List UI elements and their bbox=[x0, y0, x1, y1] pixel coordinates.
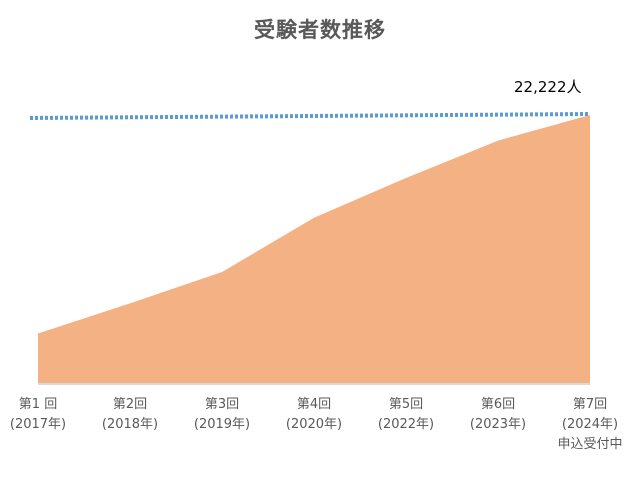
chart-title: 受験者数推移 bbox=[254, 18, 386, 42]
x-tick-label-line1: 第7回 bbox=[572, 397, 608, 412]
x-tick-label: 第2回 (2018年) bbox=[85, 395, 175, 435]
x-tick-label: 第5回 (2022年) bbox=[361, 395, 451, 435]
x-tick-label: 第1 回 (2017年) bbox=[0, 395, 83, 435]
x-tick-label-line1: 第5回 bbox=[388, 397, 424, 412]
x-tick-label: 第6回 (2023年) bbox=[453, 395, 543, 435]
x-tick-label-line2: (2018年) bbox=[101, 417, 159, 432]
x-tick-label: 第7回 (2024年) 申込受付中 bbox=[545, 395, 635, 455]
area-series bbox=[38, 115, 590, 383]
x-tick-label-line2: (2023年) bbox=[469, 417, 527, 432]
x-tick-label-line1: 第4回 bbox=[296, 397, 332, 412]
x-tick-label-line3: 申込受付中 bbox=[557, 437, 623, 452]
data-label-latest: 22,222人 bbox=[514, 78, 582, 96]
x-tick-label-line2: (2022年) bbox=[377, 417, 435, 432]
x-tick-label-line1: 第2回 bbox=[112, 397, 148, 412]
x-tick-label-line1: 第1 回 bbox=[18, 397, 58, 412]
x-tick-label-line2: (2024年) bbox=[561, 417, 619, 432]
x-tick-label-line2: (2020年) bbox=[285, 417, 343, 432]
x-tick-label-line2: (2017年) bbox=[9, 417, 67, 432]
x-tick-label: 第3回 (2019年) bbox=[177, 395, 267, 435]
x-tick-label-line1: 第3回 bbox=[204, 397, 240, 412]
x-tick-label: 第4回 (2020年) bbox=[269, 395, 359, 435]
reference-line bbox=[29, 112, 591, 120]
x-tick-label-line2: (2019年) bbox=[193, 417, 251, 432]
x-tick-label-line1: 第6回 bbox=[480, 397, 516, 412]
